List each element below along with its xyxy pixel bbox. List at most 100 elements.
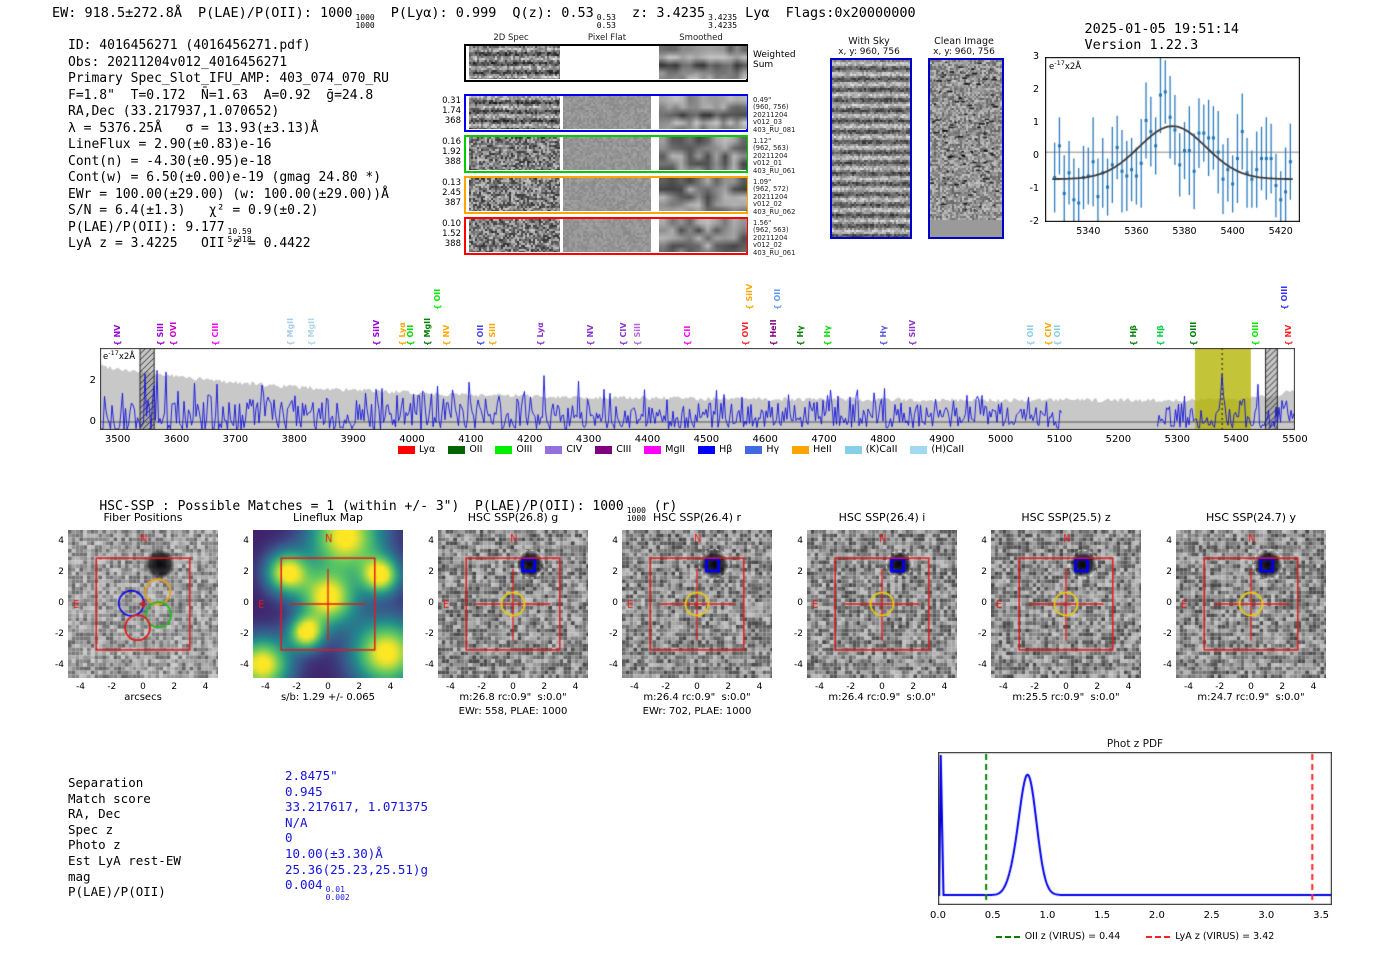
spectrum-xtick: 3500 bbox=[104, 434, 131, 445]
cutout-caption: m:26.8 rc:0.9" s:0.0" bbox=[459, 692, 567, 703]
photz-xtick: 1.5 bbox=[1094, 910, 1111, 921]
legend-item: Hβ bbox=[698, 444, 732, 455]
cutout-ytick: 2 bbox=[612, 567, 618, 578]
spec2d-row-right-label: 403_RU_062 bbox=[753, 207, 796, 216]
spec2d-row-right-label: 20211204 bbox=[753, 151, 788, 160]
cutout-xtick: 4 bbox=[387, 682, 394, 692]
clean-image-title: Clean Image bbox=[934, 36, 994, 47]
spectrum-xtick: 5400 bbox=[1223, 434, 1249, 445]
spectral-line-label: { CIV bbox=[1043, 322, 1053, 346]
info-line: RA,Dec (33.217937,1.070652) bbox=[68, 104, 280, 119]
match-table-label: Photo z bbox=[68, 837, 121, 853]
spec2d-row-right-label: 403_RU_081 bbox=[753, 125, 796, 134]
match-table-value: 2.8475" bbox=[285, 768, 338, 783]
cutout-xtick: 0 bbox=[325, 682, 331, 692]
cutout-xtick: -4 bbox=[261, 682, 270, 692]
cutout-caption: m:25.5 rc:0.9" s:0.0" bbox=[1012, 692, 1120, 703]
legend-label: OIII bbox=[516, 444, 533, 455]
z-value: z: 3.4235 3.4235 3.4235 Lyα bbox=[631, 5, 770, 30]
weighted-sum-label: Weighted Sum bbox=[753, 50, 796, 70]
cutout-xtick: -2 bbox=[107, 682, 117, 692]
stacked-fraction: 0.01 0.002 bbox=[325, 885, 350, 903]
legend-swatch bbox=[844, 445, 862, 454]
cutout-xtick: 2 bbox=[356, 682, 363, 692]
legend-item: MgII bbox=[644, 444, 685, 455]
cutout-xtick: 4 bbox=[941, 682, 948, 692]
cutout-xtick: 2 bbox=[1279, 682, 1286, 692]
legend-item: Hγ bbox=[745, 444, 779, 455]
report-datetime: 2025-01-05 19:51:14 bbox=[1084, 21, 1239, 37]
legend-swatch bbox=[745, 445, 763, 454]
cutout-ytick: -4 bbox=[1163, 659, 1172, 670]
spectral-line-label: { Hβ bbox=[1156, 325, 1166, 346]
legend-item: OIII bbox=[495, 444, 532, 455]
hsc-cutout-image-3 bbox=[622, 530, 772, 678]
smoothed-image-row4 bbox=[659, 219, 747, 252]
spec2d-row-left-label: 388 bbox=[444, 157, 461, 167]
spectrum-xtick: 4800 bbox=[870, 434, 896, 445]
cutout-title: HSC SSP(25.5) z bbox=[1021, 511, 1111, 524]
cutout-xtick: 2 bbox=[1094, 682, 1101, 692]
fit-plot-ytick: -1 bbox=[1029, 183, 1039, 194]
spectral-line-label: { SiII bbox=[488, 323, 498, 346]
spectral-line-label: { Hγ bbox=[878, 325, 888, 346]
photz-legend: OII z (VIRUS) = 0.44 LyA z (VIRUS) = 3.42 bbox=[938, 931, 1332, 942]
spectral-line-label: { OII bbox=[476, 324, 486, 346]
cutout-xtick: 0 bbox=[510, 682, 516, 692]
match-table-label: RA, Dec bbox=[68, 806, 121, 822]
spectrum-xtick: 4400 bbox=[634, 434, 661, 445]
cutout-xtick: 2 bbox=[171, 682, 178, 692]
spectral-line-label: { CII bbox=[682, 325, 692, 346]
cutout-xtick: 0 bbox=[1248, 682, 1254, 692]
spectrum-ytick: 2 bbox=[89, 375, 96, 386]
cutout-xtick: -4 bbox=[630, 682, 639, 692]
spec2d-row-right-label: (960, 756) bbox=[753, 103, 789, 112]
spectral-line-label: { MgII bbox=[286, 317, 296, 346]
photz-legend-dash-swatch bbox=[1146, 935, 1171, 938]
cutout-xtick: -2 bbox=[292, 682, 302, 692]
spectral-line-label: { SiIV bbox=[745, 283, 755, 310]
fiber-positions-image bbox=[68, 530, 218, 678]
cutout-ytick: 0 bbox=[981, 598, 987, 609]
spectrum-xtick: 3800 bbox=[281, 434, 307, 445]
qz-value: Q(z): 0.53 0.53 0.53 bbox=[512, 5, 616, 30]
spec2d-image-row1 bbox=[469, 96, 560, 129]
photz-xtick: 2.5 bbox=[1203, 910, 1220, 921]
cutout-ytick: 0 bbox=[797, 598, 803, 609]
match-table-value: 0.945 bbox=[285, 783, 323, 799]
cutout-xtick: -2 bbox=[846, 682, 856, 692]
cutout-ytick: 4 bbox=[797, 536, 803, 547]
cutout-xtick: -4 bbox=[815, 682, 824, 692]
spectrum-legend: Lyα OII OIII CIV CIII MgII Hβ Hγ HeII (K)CaII (H)C… bbox=[398, 444, 964, 455]
cutout-ytick: 4 bbox=[612, 536, 618, 547]
cutout-xtick: 4 bbox=[1125, 682, 1132, 692]
legend-item: OII bbox=[448, 444, 482, 455]
cutout-xtick: -2 bbox=[1030, 682, 1040, 692]
cutout-ytick: -4 bbox=[794, 659, 803, 670]
fit-plot-xtick: 5400 bbox=[1220, 226, 1245, 237]
spec2d-row-left-label: 1.52 bbox=[442, 229, 461, 239]
cutout-ytick: -2 bbox=[794, 628, 803, 639]
cutout-caption: EWr: 558, PLAE: 1000 bbox=[458, 706, 568, 717]
spectrum-xtick: 3900 bbox=[340, 434, 366, 445]
info-line: LyA z = 3.4225 OII z = 0.4422 bbox=[68, 236, 311, 251]
line-fit-plot bbox=[1045, 57, 1300, 222]
info-plae-line: P(LAE)/P(OII): 9.177 10.59 5.318 bbox=[68, 219, 252, 244]
legend-swatch bbox=[545, 445, 563, 454]
cutout-xtick: 2 bbox=[541, 682, 548, 692]
clean-image bbox=[928, 58, 1004, 239]
spectral-line-label: { OII bbox=[1053, 324, 1063, 346]
spectral-line-label: { MgII bbox=[423, 317, 433, 346]
spec2d-col-title-pixelflat: Pixel Flat bbox=[587, 33, 627, 43]
spectral-line-label: { NV bbox=[113, 324, 123, 346]
legend-swatch bbox=[595, 445, 613, 454]
spec2d-row-right-label: 403_RU_061 bbox=[753, 248, 796, 257]
spectrum-xtick: 5300 bbox=[1164, 434, 1190, 445]
info-line: F=1.8" T=0.172 N̄=1.63 A=0.92 ḡ=24.8 bbox=[68, 87, 374, 103]
info-line: Primary Spec_Slot_IFU_AMP: 403_074_070_R… bbox=[68, 71, 389, 86]
spec2d-col-title-2dspec: 2D Spec bbox=[493, 33, 529, 43]
fit-plot-ytick: -2 bbox=[1029, 216, 1039, 227]
fit-plot-xtick: 5340 bbox=[1076, 226, 1101, 237]
match-table-value: 25.36(25.23,25.51)g bbox=[285, 861, 428, 877]
spectrum-ylabel: e-17x2Å bbox=[103, 349, 136, 362]
